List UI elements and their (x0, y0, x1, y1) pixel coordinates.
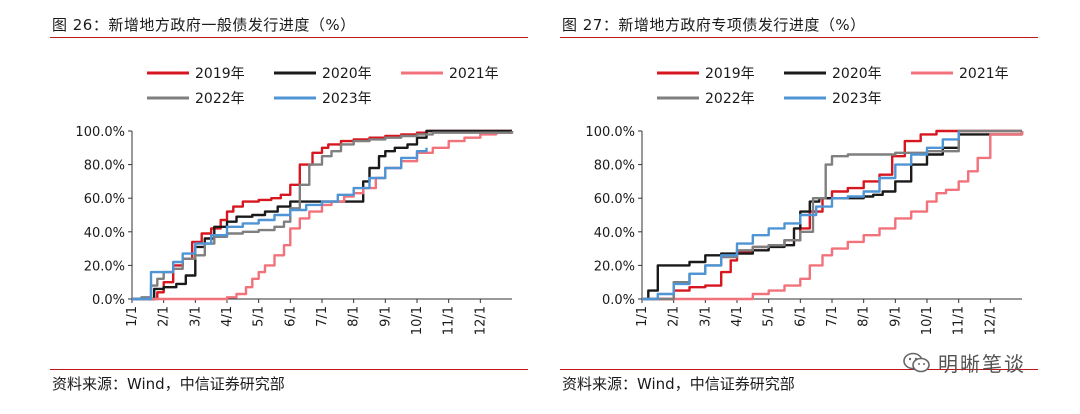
y-tick-label: 40.0% (594, 226, 635, 241)
series-line (132, 131, 514, 301)
source-divider (50, 369, 528, 370)
x-tick-label: 5/1 (762, 306, 777, 327)
legend-label: 2020年 (322, 66, 372, 82)
legend-item: 2022年 (657, 91, 755, 107)
x-tick-label: 2/1 (157, 306, 172, 327)
series-line (642, 131, 1024, 301)
figure-title: 图 27：新增地方政府专项债发行进度（%） (562, 16, 866, 34)
figure-26: 图 26：新增地方政府一般债发行进度（%） 2019年 2020年 2021年 202… (40, 0, 540, 414)
legend-item: 2019年 (147, 66, 245, 82)
series-line (132, 129, 512, 301)
y-tick-label: 60.0% (84, 192, 125, 207)
x-tick-label: 5/1 (252, 306, 267, 327)
wechat-icon (903, 352, 930, 372)
y-tick-label: 100.0% (585, 125, 635, 140)
x-tick-label: 1/1 (635, 306, 650, 327)
y-tick-label: 60.0% (594, 192, 635, 207)
x-tick-label: 3/1 (698, 306, 713, 327)
legend-label: 2021年 (449, 66, 499, 82)
legend-label: 2023年 (832, 91, 882, 107)
x-tick-label: 11/1 (952, 306, 967, 335)
y-tick-label: 80.0% (594, 159, 635, 174)
x-tick-label: 6/1 (283, 306, 298, 327)
x-tick-label: 7/1 (825, 306, 840, 327)
series-line (132, 147, 428, 301)
series-line (642, 131, 1024, 301)
legend-label: 2022年 (195, 91, 245, 107)
legend-item: 2023年 (784, 91, 882, 107)
source-note: 资料来源：Wind，中信证券研究部 (52, 375, 285, 393)
legend-item: 2022年 (147, 91, 245, 107)
x-tick-label: 9/1 (378, 306, 393, 327)
legend-label: 2019年 (705, 66, 755, 82)
source-divider (560, 369, 1038, 370)
legend-item: 2020年 (784, 66, 882, 82)
figure-title: 图 26：新增地方政府一般债发行进度（%） (52, 16, 356, 34)
y-tick-label: 20.0% (84, 259, 125, 274)
series-line (132, 131, 514, 301)
x-tick-label: 11/1 (442, 306, 457, 335)
x-tick-label: 1/1 (125, 306, 140, 327)
source-note: 资料来源：Wind，中信证券研究部 (562, 375, 795, 393)
legend-label: 2020年 (832, 66, 882, 82)
title-divider (50, 37, 528, 38)
legend-item: 2020年 (274, 66, 372, 82)
y-tick-label: 80.0% (84, 159, 125, 174)
progress-line-chart: 2019年 2020年 2021年 2022年 2023年 0.0% 20.0% 40.0% 6… (585, 66, 1024, 335)
legend-label: 2022年 (705, 91, 755, 107)
x-tick-label: 3/1 (188, 306, 203, 327)
y-tick-label: 100.0% (75, 125, 125, 140)
x-tick-label: 12/1 (983, 306, 998, 335)
x-tick-label: 12/1 (473, 306, 488, 335)
legend-item: 2019年 (657, 66, 755, 82)
x-tick-label: 4/1 (220, 306, 235, 327)
x-tick-label: 7/1 (315, 306, 330, 327)
legend-item: 2023年 (274, 91, 372, 107)
legend-label: 2019年 (195, 66, 245, 82)
y-tick-label: 0.0% (602, 293, 635, 308)
watermark: 明晰笔谈 (902, 348, 1026, 377)
watermark-text: 明晰笔谈 (938, 352, 1026, 376)
x-tick-label: 10/1 (920, 306, 935, 335)
series-line (642, 131, 960, 301)
y-tick-label: 0.0% (92, 293, 125, 308)
x-tick-label: 8/1 (347, 306, 362, 327)
x-tick-label: 9/1 (888, 306, 903, 327)
legend-label: 2021年 (959, 66, 1009, 82)
figure-27: 图 27：新增地方政府专项债发行进度（%） 2019年 2020年 2021年 202… (550, 0, 1050, 414)
x-tick-label: 2/1 (667, 306, 682, 327)
x-tick-label: 4/1 (730, 306, 745, 327)
y-tick-label: 40.0% (84, 226, 125, 241)
progress-line-chart: 2019年 2020年 2021年 2022年 2023年 0.0% 20.0% 40.0% 6… (75, 66, 514, 335)
x-tick-label: 8/1 (857, 306, 872, 327)
legend-label: 2023年 (322, 91, 372, 107)
x-tick-label: 6/1 (793, 306, 808, 327)
title-divider (560, 37, 1038, 38)
y-tick-label: 20.0% (594, 259, 635, 274)
x-tick-label: 10/1 (410, 306, 425, 335)
legend-item: 2021年 (401, 66, 499, 82)
legend-item: 2021年 (911, 66, 1009, 82)
